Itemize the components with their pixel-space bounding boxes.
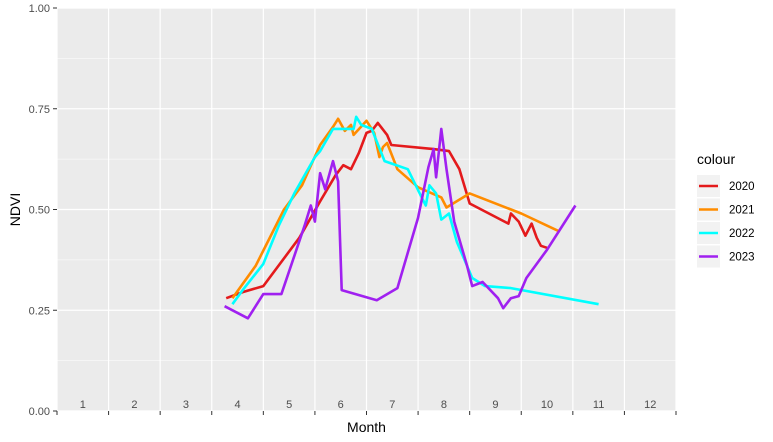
y-tick-label: 0.25	[29, 305, 50, 317]
legend: colour 2020 2021 2022 2023	[697, 151, 755, 268]
x-tick-label: 10	[541, 399, 553, 411]
axes: 0.000.250.500.751.001 2 3 4 5 6 7 8 9 10 11 12	[29, 3, 677, 418]
x-tick-label: 9	[492, 399, 498, 411]
series-line-2022	[231, 115, 599, 306]
x-tick-label: 1	[80, 399, 86, 411]
x-tick-label: 12	[644, 399, 656, 411]
legend-title: colour	[697, 151, 735, 167]
y-axis-title: NDVI	[7, 193, 23, 226]
x-tick-label: 8	[441, 399, 447, 411]
legend-label-2023: 2023	[729, 252, 755, 264]
y-tick-label: 0.00	[29, 406, 50, 418]
series-line-2020	[225, 121, 548, 300]
series-line-2023	[224, 127, 577, 320]
x-tick-label: 5	[286, 399, 292, 411]
x-tick-label: 3	[183, 399, 189, 411]
y-tick-label: 0.50	[29, 205, 50, 217]
series-lines	[224, 115, 599, 320]
x-tick-label: 7	[389, 399, 395, 411]
x-tick-label: 11	[593, 399, 604, 411]
legend-label-2022: 2022	[729, 228, 755, 240]
legend-label-2020: 2020	[729, 181, 755, 193]
y-tick-label: 0.75	[29, 104, 50, 116]
legend-label-2021: 2021	[729, 205, 755, 217]
x-tick-label: 4	[234, 399, 240, 411]
x-axis-title: Month	[347, 419, 386, 435]
y-tick-label: 1.00	[29, 3, 50, 15]
x-tick-label: 6	[338, 399, 344, 411]
x-tick-label: 2	[131, 399, 137, 411]
